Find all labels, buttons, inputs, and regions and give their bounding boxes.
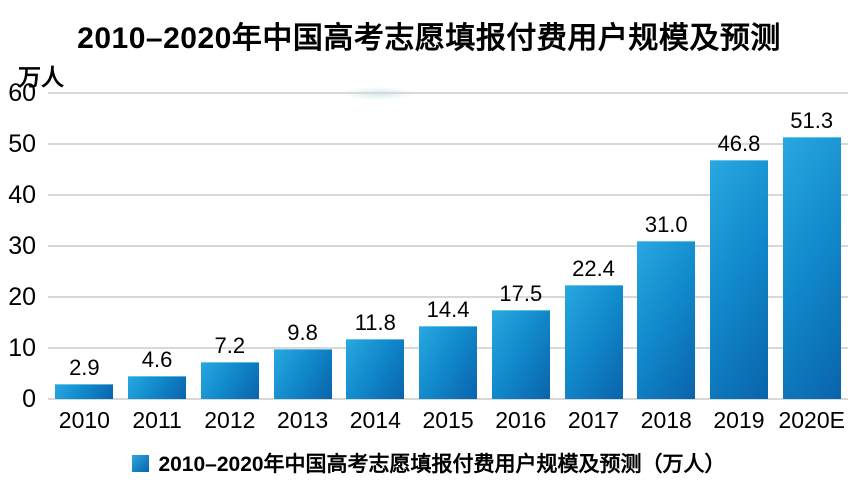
grid-line (48, 194, 848, 196)
plot-area: 2.9 2010 4.6 2011 7.2 2012 9.8 2013 11.8 2014 14.4… (48, 92, 848, 433)
bar-2017 (564, 284, 623, 399)
bar-column-2018: 31.0 2018 (630, 93, 703, 433)
bar-value-label: 46.8 (717, 131, 761, 157)
bar-2018 (637, 240, 696, 399)
bar-2012 (200, 362, 259, 399)
y-axis: 0 10 20 30 40 50 60 (0, 81, 38, 412)
bars-layer: 2.9 2010 4.6 2011 7.2 2012 9.8 2013 11.8 2014 14.4… (48, 93, 848, 433)
y-tick-label: 60 (8, 79, 36, 107)
grid-line (48, 245, 848, 247)
chart-title: 2010–2020年中国高考志愿填报付费用户规模及预测 (77, 22, 781, 55)
legend-swatch-icon (132, 454, 150, 472)
bar-column-2010: 2.9 2010 (48, 93, 121, 433)
x-tick-label: 2017 (567, 407, 620, 433)
x-tick-label: 2014 (349, 407, 401, 433)
legend: 2010–2020年中国高考志愿填报付费用户规模及预测（万人） (0, 448, 858, 478)
x-tick-label: 2011 (132, 407, 182, 433)
bar-value-label: 2.9 (69, 355, 100, 381)
x-tick-label: 2018 (640, 407, 692, 433)
bar-2011 (128, 375, 187, 399)
y-tick-label: 20 (8, 283, 36, 311)
grid-line (48, 143, 848, 145)
x-tick-label: 2013 (276, 407, 329, 433)
legend-label: 2010–2020年中国高考志愿填报付费用户规模及预测（万人） (158, 453, 726, 476)
x-tick-label: 2019 (713, 407, 765, 433)
bar-2016 (491, 309, 550, 399)
x-tick-label: 2010 (58, 407, 110, 433)
bar-value-label: 9.8 (287, 320, 318, 346)
bar-2013 (273, 349, 332, 399)
grid-line (48, 296, 848, 298)
bar-value-label: 17.5 (499, 280, 543, 306)
bar-column-2019: 46.8 2019 (703, 93, 776, 433)
bar-2020E (782, 137, 841, 399)
bar-value-label: 31.0 (644, 211, 688, 237)
bar-value-label: 14.4 (426, 296, 470, 322)
y-tick-label: 0 (22, 385, 36, 413)
bar-column-2020E: 51.3 2020E (775, 93, 848, 433)
bar-2014 (346, 338, 405, 399)
grid-line (48, 398, 848, 400)
grid-line (48, 92, 848, 94)
bar-column-2016: 17.5 2016 (484, 93, 557, 433)
bar-column-2011: 4.6 2011 (121, 93, 194, 433)
bar-column-2017: 22.4 2017 (557, 93, 630, 433)
bar-2015 (419, 325, 478, 399)
y-tick-label: 50 (8, 130, 36, 158)
bar-value-label: 22.4 (572, 255, 615, 281)
y-axis-unit-label: 万人 (18, 64, 64, 90)
bar-column-2013: 9.8 2013 (266, 93, 339, 433)
x-tick-label: 2020E (778, 407, 845, 433)
x-tick-label: 2016 (495, 407, 547, 433)
y-tick-label: 10 (8, 334, 36, 362)
x-tick-label: 2015 (422, 407, 474, 433)
x-tick-label: 2012 (204, 407, 256, 433)
bar-2010 (55, 384, 114, 399)
y-tick-label: 30 (8, 232, 36, 260)
bar-column-2014: 11.8 2014 (339, 93, 412, 433)
y-tick-label: 40 (8, 181, 36, 209)
bar-value-label: 7.2 (214, 333, 246, 359)
bar-value-label: 4.6 (141, 346, 173, 372)
bar-value-label: 51.3 (790, 108, 834, 134)
bar-2019 (709, 160, 768, 399)
bar-column-2012: 7.2 2012 (193, 93, 266, 433)
bar-column-2015: 14.4 2015 (412, 93, 485, 433)
bar-value-label: 11.8 (354, 309, 396, 335)
